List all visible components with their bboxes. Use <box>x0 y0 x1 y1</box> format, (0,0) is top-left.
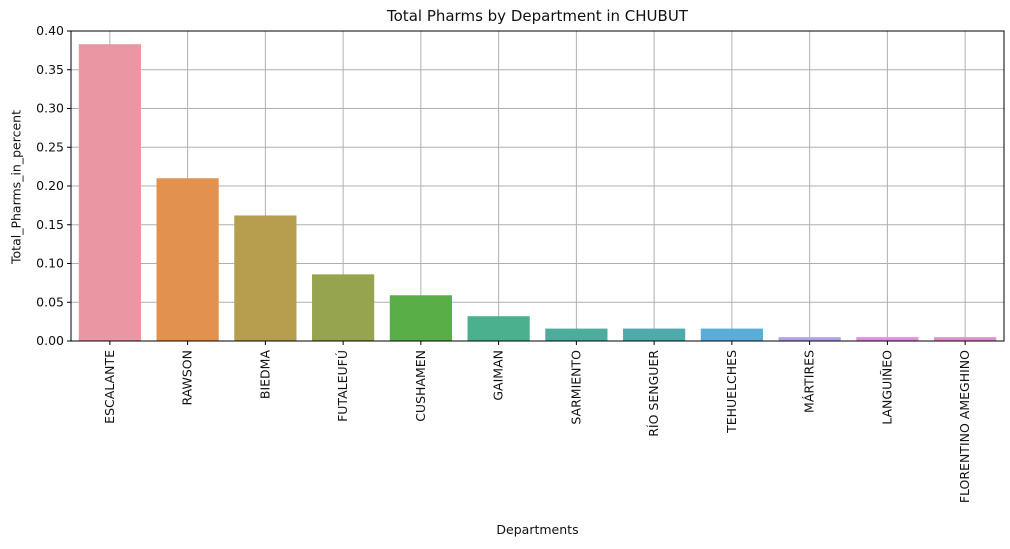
x-axis-label: Departments <box>496 522 579 537</box>
x-tick-label: GAIMAN <box>491 350 506 401</box>
y-tick-label: 0.00 <box>36 333 64 348</box>
bar <box>389 295 452 341</box>
y-tick-label: 0.05 <box>36 294 64 309</box>
bar <box>78 44 141 342</box>
bar <box>234 215 297 341</box>
x-tick-label: FLORENTINO AMEGHINO <box>957 350 972 503</box>
x-tick-label: RAWSON <box>180 350 195 406</box>
y-tick-label: 0.35 <box>36 62 64 77</box>
bar <box>700 328 763 341</box>
x-tick-label: LANGUIÑEO <box>879 350 894 425</box>
bar <box>623 328 686 341</box>
x-tick-label: BIEDMA <box>257 350 272 400</box>
x-tick-label: CUSHAMEN <box>413 350 428 422</box>
bar <box>312 274 375 341</box>
x-tick-label: RÍO SENGUER <box>646 350 661 437</box>
bar <box>467 316 530 341</box>
bar <box>545 328 608 341</box>
x-tick-label: TEHUELCHES <box>724 350 739 434</box>
y-tick-label: 0.15 <box>36 217 64 232</box>
bar <box>156 178 219 341</box>
y-tick-label: 0.40 <box>36 23 64 38</box>
y-ticks: 0.00 0.05 0.10 0.15 0.20 0.25 0.30 0.35 0.40 <box>36 23 71 348</box>
chart-title: Total Pharms by Department in CHUBUT <box>387 7 688 25</box>
x-tick-label: FUTALEUFÚ <box>335 350 350 422</box>
x-ticks: ESCALANTE RAWSON BIEDMA FUTALEUFÚ CUSHAMEN GA… <box>102 341 972 503</box>
bar <box>778 337 841 341</box>
x-tick-label: MÁRTIRES <box>802 350 817 413</box>
bar <box>934 337 997 341</box>
y-tick-label: 0.10 <box>36 256 64 271</box>
plot-frame <box>70 30 1005 342</box>
y-tick-label: 0.20 <box>36 178 64 193</box>
y-axis-label: Total_Pharms_in_percent <box>8 110 24 264</box>
y-tick-label: 0.30 <box>36 101 64 116</box>
bars <box>78 44 997 342</box>
bar <box>856 337 919 341</box>
x-tick-label: ESCALANTE <box>102 350 117 424</box>
y-tick-label: 0.25 <box>36 139 64 154</box>
x-tick-label: SARMIENTO <box>568 350 583 425</box>
